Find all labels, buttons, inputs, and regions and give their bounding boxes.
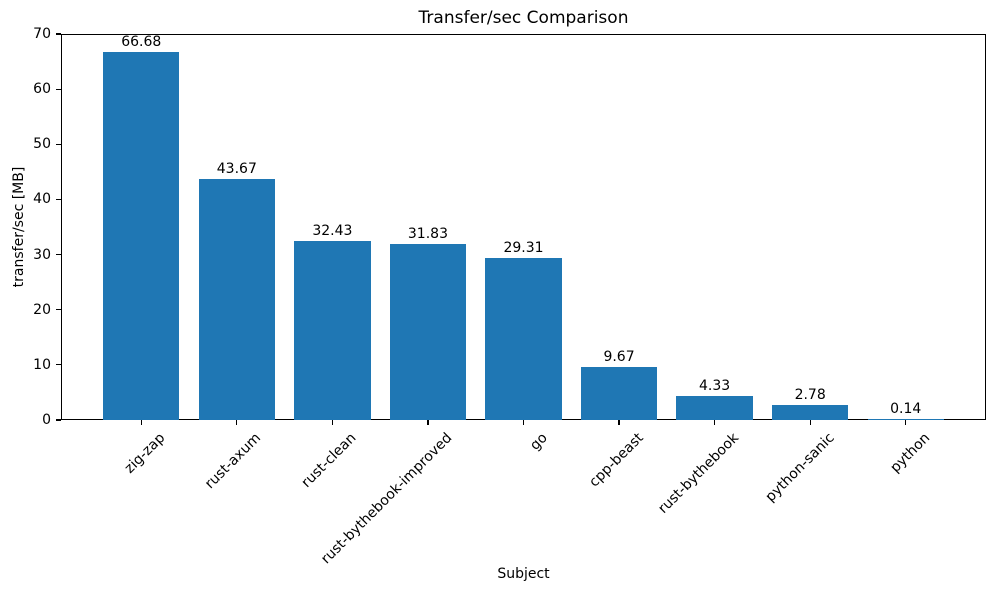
x-tick-label: rust-bythebook <box>655 430 742 517</box>
y-tick-label: 50 <box>33 136 51 153</box>
x-tick-mark <box>522 420 525 425</box>
x-tick-mark <box>236 420 238 425</box>
bar-value-label: 29.31 <box>503 240 544 257</box>
bar-value-label: 9.67 <box>603 348 635 365</box>
x-tick-label: cpp-beast <box>585 430 647 491</box>
x-tick-mark <box>427 420 429 425</box>
bar-value-label: 2.78 <box>794 386 826 403</box>
y-tick-mark <box>56 309 61 311</box>
y-tick-label: 70 <box>33 26 51 42</box>
bar <box>580 366 658 420</box>
x-tick-mark <box>809 420 811 425</box>
y-tick-label: 0 <box>42 412 51 428</box>
y-tick-mark <box>56 143 61 145</box>
y-tick-mark <box>56 198 61 201</box>
x-tick-label: go <box>527 430 551 454</box>
bar <box>676 396 753 420</box>
x-tick-label: zig-zap <box>121 430 169 477</box>
y-tick-mark <box>56 253 61 256</box>
x-tick-mark <box>905 420 907 425</box>
x-tick-label: python <box>887 430 934 476</box>
y-tick-mark <box>56 419 61 421</box>
x-tick-label: rust-clean <box>298 430 360 491</box>
x-tick-label: python-sanic <box>762 430 838 506</box>
x-tick-mark <box>140 420 142 425</box>
y-tick-mark <box>56 364 61 366</box>
bar-value-label: 43.67 <box>216 161 257 178</box>
x-tick-mark <box>618 420 620 425</box>
bar <box>198 179 276 420</box>
bar-value-label: 0.14 <box>890 401 922 418</box>
x-axis-label: Subject <box>497 566 550 582</box>
y-tick-mark <box>56 33 61 35</box>
y-tick-mark <box>56 88 61 90</box>
y-tick-label: 60 <box>33 81 51 98</box>
bar-value-label: 32.43 <box>312 223 353 240</box>
bar <box>389 244 467 420</box>
bar <box>771 404 849 420</box>
bar <box>485 258 562 420</box>
chart-title: Transfer/sec Comparison <box>418 8 629 28</box>
bar <box>867 419 944 420</box>
x-tick-mark <box>714 420 716 425</box>
y-tick-label: 30 <box>33 246 51 263</box>
y-tick-label: 40 <box>33 191 51 208</box>
x-tick-label: rust-axum <box>202 430 265 493</box>
y-axis-label: transfer/sec [MB] <box>11 166 27 288</box>
bar <box>103 52 180 420</box>
bar-value-label: 4.33 <box>699 378 731 395</box>
bar-value-label: 31.83 <box>407 226 448 243</box>
y-tick-label: 10 <box>33 356 51 373</box>
y-tick-label: 20 <box>33 301 51 318</box>
bar <box>294 241 371 420</box>
bar-value-label: 66.68 <box>121 34 162 51</box>
x-tick-mark <box>331 420 333 425</box>
